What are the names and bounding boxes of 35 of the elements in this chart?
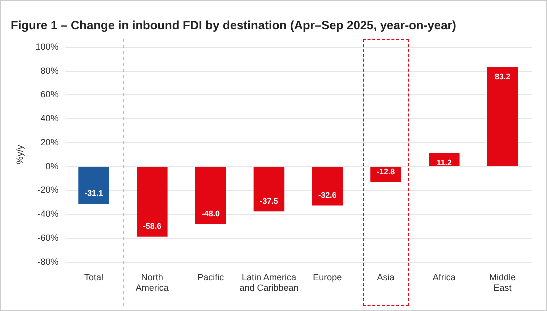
y-tick-label: -20%: [38, 185, 59, 196]
data-label: -31.1: [84, 189, 104, 198]
bar: [254, 167, 285, 212]
bar: [137, 167, 168, 237]
data-label: -37.5: [260, 196, 279, 206]
bar: [429, 153, 460, 166]
data-label: -58.6: [143, 222, 162, 232]
data-label: 11.2: [436, 158, 453, 168]
data-label: 83.2: [495, 72, 512, 82]
data-label: -48.0: [202, 209, 220, 218]
y-tick-label: 20%: [40, 137, 59, 148]
y-tick-label: -80%: [38, 256, 59, 267]
x-tick-label: Asia: [377, 272, 395, 282]
x-tick-label: Latin America and Caribbean: [240, 272, 299, 294]
y-tick-label: 100%: [36, 42, 59, 52]
x-tick-label: Africa: [432, 272, 456, 282]
y-tick-label: -40%: [38, 209, 59, 220]
y-tick-label: 60%: [40, 90, 59, 100]
bar: [78, 167, 110, 204]
y-tick-label: 40%: [40, 114, 59, 124]
x-tick-label: Europe: [313, 272, 342, 282]
data-label: -12.8: [376, 167, 396, 176]
bar: [195, 167, 226, 224]
chart-title: Figure 1 – Change in inbound FDI by destination (Apr–Sep 2025, year-on-year): [11, 18, 456, 33]
bar: [312, 167, 343, 206]
x-tick-label: Pacific: [198, 272, 225, 282]
bar: [487, 67, 518, 166]
x-tick-label: Total: [84, 272, 104, 282]
y-tick-label: -60%: [38, 232, 59, 243]
y-tick-label: 0%: [46, 161, 59, 172]
y-tick-label: 80%: [40, 66, 59, 76]
data-label: -32.6: [318, 190, 338, 200]
y-axis-title: %y/y: [14, 144, 25, 165]
x-tick-label: Middle East: [490, 272, 516, 294]
x-tick-label: North America: [136, 272, 169, 294]
